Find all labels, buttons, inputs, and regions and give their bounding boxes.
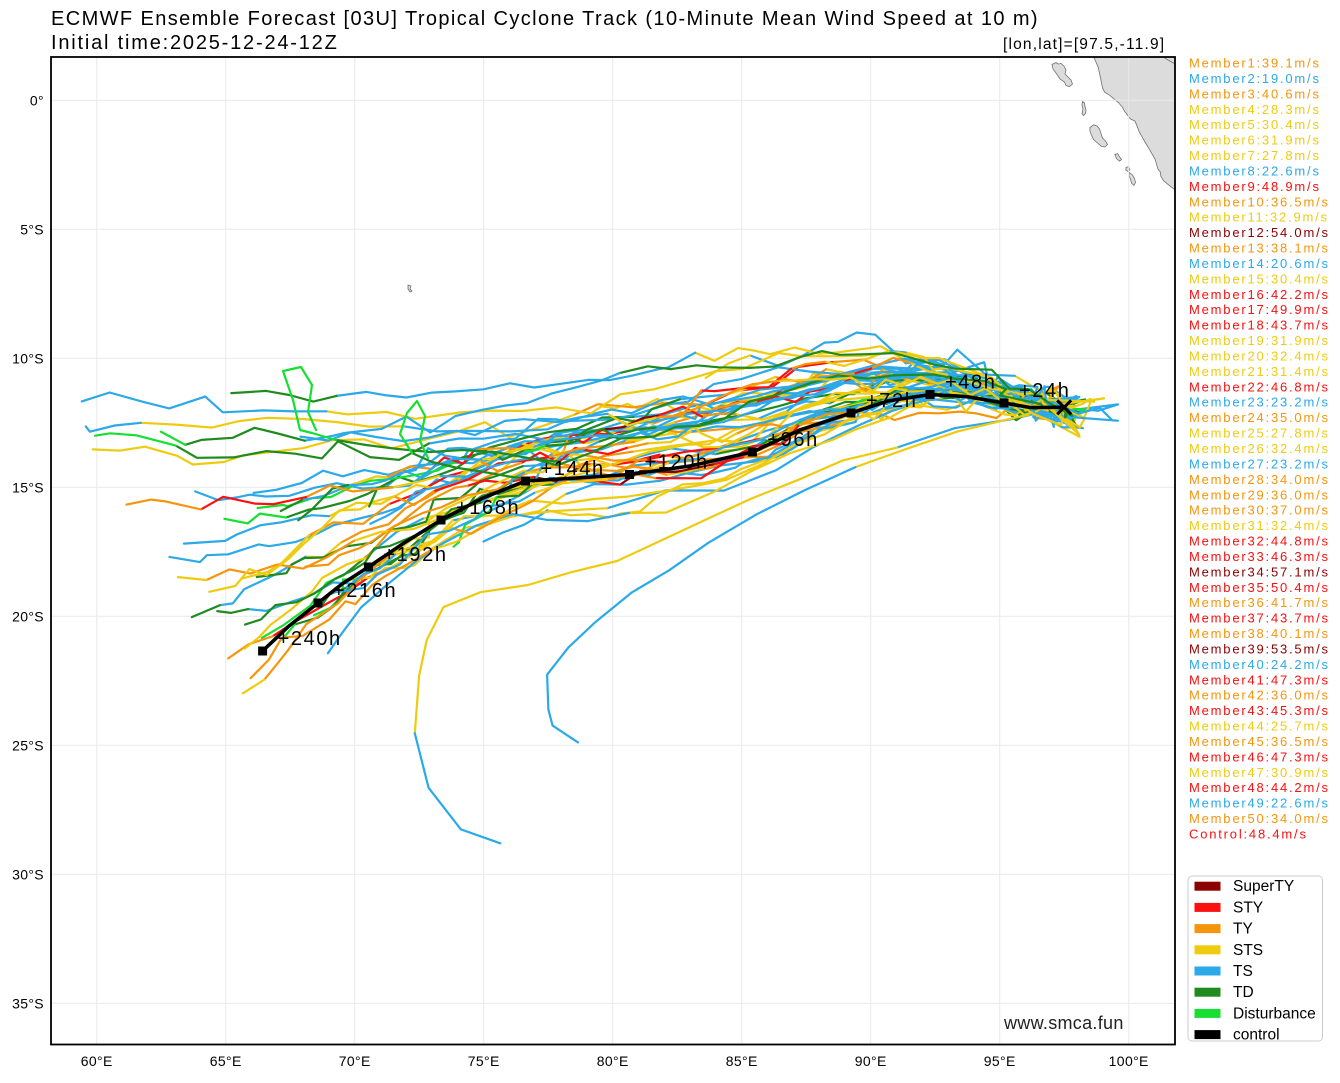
svg-text:Member49:22.6m/s: Member49:22.6m/s [1189,796,1330,811]
svg-text:Member26:32.4m/s: Member26:32.4m/s [1189,441,1330,456]
svg-text:Member41:47.3m/s: Member41:47.3m/s [1189,672,1330,687]
svg-text:Member17:49.9m/s: Member17:49.9m/s [1189,302,1330,317]
svg-text:+96h: +96h [767,429,818,451]
svg-text:Member38:40.1m/s: Member38:40.1m/s [1189,626,1330,641]
svg-text:Member25:27.8m/s: Member25:27.8m/s [1189,426,1330,441]
svg-text:+240h: +240h [278,628,342,650]
svg-text:Member31:32.4m/s: Member31:32.4m/s [1189,518,1330,533]
svg-text:Member1:39.1m/s: Member1:39.1m/s [1189,56,1321,71]
svg-text:15°S: 15°S [12,479,44,495]
svg-text:Member15:30.4m/s: Member15:30.4m/s [1189,271,1330,286]
svg-text:+24h: +24h [1019,380,1070,402]
svg-text:control: control [1233,1027,1280,1044]
svg-text:Initial time:2025-12-24-12Z: Initial time:2025-12-24-12Z [51,32,339,54]
svg-text:25°S: 25°S [12,737,44,753]
svg-text:Member24:35.0m/s: Member24:35.0m/s [1189,410,1330,425]
svg-text:Member14:20.6m/s: Member14:20.6m/s [1189,256,1330,271]
svg-text:Member3:40.6m/s: Member3:40.6m/s [1189,86,1321,101]
svg-text:Disturbance: Disturbance [1233,1005,1316,1022]
svg-text:Member10:36.5m/s: Member10:36.5m/s [1189,194,1330,209]
svg-text:0°: 0° [30,92,44,108]
svg-text:20°S: 20°S [12,608,44,624]
svg-text:Member47:30.9m/s: Member47:30.9m/s [1189,765,1330,780]
svg-text:Member35:50.4m/s: Member35:50.4m/s [1189,580,1330,595]
svg-text:ECMWF Ensemble Forecast [03U]: ECMWF Ensemble Forecast [03U] Tropical C… [51,8,1039,30]
svg-text:Member29:36.0m/s: Member29:36.0m/s [1189,487,1330,502]
svg-text:Member39:53.5m/s: Member39:53.5m/s [1189,642,1330,657]
svg-text:65°E: 65°E [210,1053,242,1069]
svg-text:Member7:27.8m/s: Member7:27.8m/s [1189,148,1321,163]
svg-text:Member36:41.7m/s: Member36:41.7m/s [1189,595,1330,610]
svg-text:+72h: +72h [866,390,917,412]
svg-text:Member19:31.9m/s: Member19:31.9m/s [1189,333,1330,348]
svg-text:Member8:22.6m/s: Member8:22.6m/s [1189,163,1321,178]
svg-text:70°E: 70°E [339,1053,371,1069]
svg-text:www.smca.fun: www.smca.fun [1003,1013,1124,1033]
svg-text:STY: STY [1233,899,1263,916]
svg-text:Member33:46.3m/s: Member33:46.3m/s [1189,549,1330,564]
svg-text:Member37:43.7m/s: Member37:43.7m/s [1189,611,1330,626]
svg-text:80°E: 80°E [597,1053,629,1069]
svg-text:[lon,lat]=[97.5,-11.9]: [lon,lat]=[97.5,-11.9] [1003,36,1165,53]
svg-text:TD: TD [1233,984,1254,1001]
svg-text:Member18:43.7m/s: Member18:43.7m/s [1189,318,1330,333]
svg-text:+144h: +144h [541,458,605,480]
svg-text:Member4:28.3m/s: Member4:28.3m/s [1189,102,1321,117]
svg-text:10°S: 10°S [12,350,44,366]
svg-text:Member42:36.0m/s: Member42:36.0m/s [1189,688,1330,703]
svg-text:Member11:32.9m/s: Member11:32.9m/s [1189,210,1329,225]
svg-text:35°S: 35°S [12,995,44,1011]
svg-text:Member13:38.1m/s: Member13:38.1m/s [1189,241,1330,256]
svg-text:Member40:24.2m/s: Member40:24.2m/s [1189,657,1330,672]
svg-text:Member27:23.2m/s: Member27:23.2m/s [1189,456,1330,471]
svg-text:Control:48.4m/s: Control:48.4m/s [1189,827,1308,842]
svg-text:SuperTY: SuperTY [1233,878,1294,895]
svg-text:Member16:42.2m/s: Member16:42.2m/s [1189,287,1330,302]
svg-text:Member43:45.3m/s: Member43:45.3m/s [1189,703,1330,718]
svg-text:Member21:31.4m/s: Member21:31.4m/s [1189,364,1330,379]
svg-text:Member30:37.0m/s: Member30:37.0m/s [1189,503,1330,518]
svg-text:+216h: +216h [333,580,397,602]
svg-text:Member44:25.7m/s: Member44:25.7m/s [1189,719,1330,734]
svg-text:TS: TS [1233,963,1253,980]
svg-text:30°S: 30°S [12,866,44,882]
svg-text:Member32:44.8m/s: Member32:44.8m/s [1189,534,1330,549]
svg-text:Member9:48.9m/s: Member9:48.9m/s [1189,179,1321,194]
svg-text:+168h: +168h [456,497,520,519]
svg-text:+48h: +48h [945,372,996,394]
svg-text:Member5:30.4m/s: Member5:30.4m/s [1189,117,1321,132]
svg-text:60°E: 60°E [81,1053,113,1069]
svg-text:75°E: 75°E [468,1053,500,1069]
svg-text:+192h: +192h [383,544,447,566]
svg-text:TY: TY [1233,921,1253,938]
svg-text:Member28:34.0m/s: Member28:34.0m/s [1189,472,1330,487]
svg-text:Member48:44.2m/s: Member48:44.2m/s [1189,780,1330,795]
svg-text:Member22:46.8m/s: Member22:46.8m/s [1189,379,1330,394]
svg-text:+120h: +120h [645,452,709,474]
svg-text:95°E: 95°E [984,1053,1016,1069]
svg-text:STS: STS [1233,942,1263,959]
svg-text:Member20:32.4m/s: Member20:32.4m/s [1189,349,1330,364]
svg-text:Member12:54.0m/s: Member12:54.0m/s [1189,225,1330,240]
svg-text:5°S: 5°S [20,221,44,237]
svg-text:Member50:34.0m/s: Member50:34.0m/s [1189,811,1330,826]
svg-text:Member2:19.0m/s: Member2:19.0m/s [1189,71,1321,86]
svg-text:Member6:31.9m/s: Member6:31.9m/s [1189,133,1321,148]
svg-text:90°E: 90°E [855,1053,887,1069]
svg-text:Member45:36.5m/s: Member45:36.5m/s [1189,734,1330,749]
svg-text:85°E: 85°E [726,1053,758,1069]
svg-text:100°E: 100°E [1109,1053,1149,1069]
svg-text:Member34:57.1m/s: Member34:57.1m/s [1189,564,1330,579]
svg-text:Member23:23.2m/s: Member23:23.2m/s [1189,395,1330,410]
svg-text:Member46:47.3m/s: Member46:47.3m/s [1189,749,1330,764]
